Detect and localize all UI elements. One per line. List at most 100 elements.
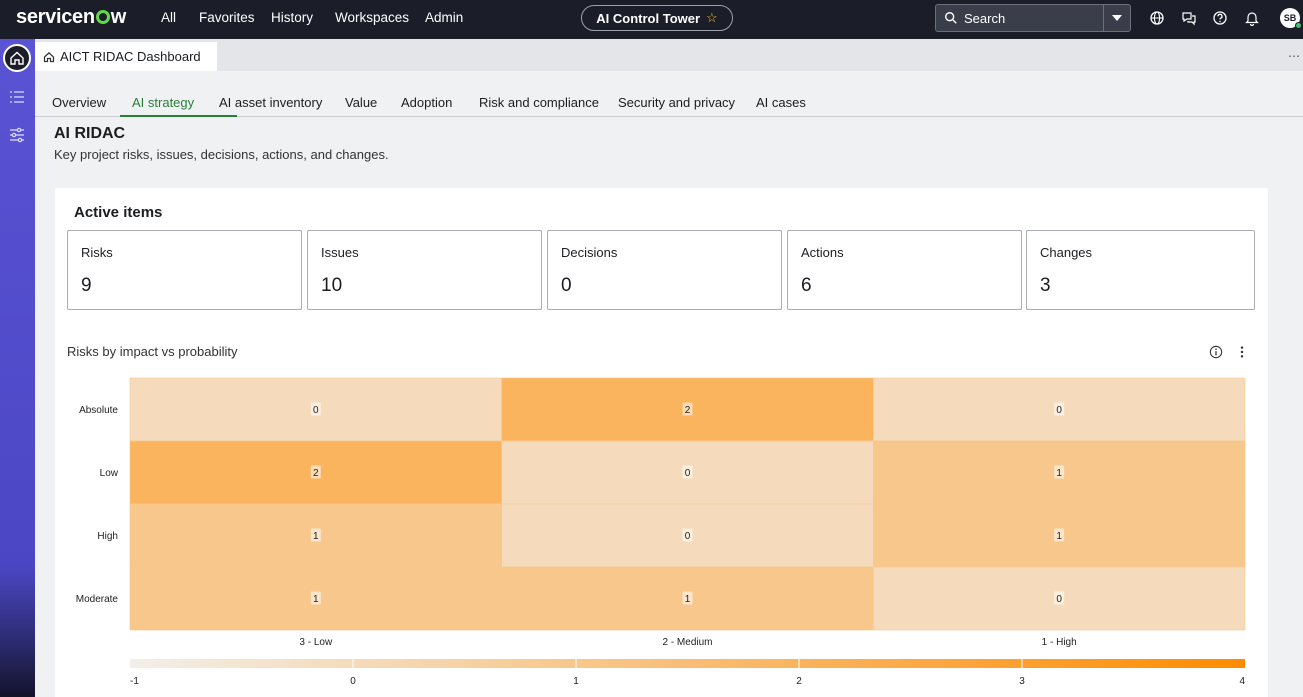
y-axis-tick-label: Low: [100, 468, 119, 479]
nav-history[interactable]: History: [271, 10, 314, 25]
color-scale-bar: [130, 659, 1245, 668]
kpi-label: Decisions: [561, 245, 618, 260]
color-scale-tick-label: 0: [350, 676, 356, 687]
globe-icon[interactable]: [1149, 10, 1165, 26]
tab-ai-asset-inventory[interactable]: AI asset inventory: [219, 95, 323, 110]
cell-value-label: 1: [1056, 531, 1062, 542]
active-tab-indicator: [120, 115, 237, 117]
cell-value-label: 0: [685, 531, 691, 542]
more-vertical-icon[interactable]: [1235, 345, 1249, 359]
info-icon[interactable]: [1209, 345, 1223, 359]
x-axis-tick-label: 1 - High: [1042, 637, 1077, 648]
more-options-icon[interactable]: ⋯: [1288, 49, 1301, 63]
workspace-pill[interactable]: AI Control Tower ☆: [581, 5, 733, 31]
tab-ai-cases[interactable]: AI cases: [756, 95, 806, 110]
color-scale-tick-label: 2: [796, 676, 802, 687]
cell-label-background: [1054, 528, 1065, 542]
risk-heatmap: 0 2 0 2 0 1 1 0 1 1 1 0 Absolute Low High Moderate 3 - L…: [76, 377, 1245, 687]
kpi-value: 6: [801, 275, 812, 296]
cell-value-label: 2: [313, 468, 319, 479]
user-avatar[interactable]: SB: [1280, 8, 1302, 29]
x-axis-tick-label: 2 - Medium: [662, 637, 712, 648]
color-scale-tick-label: 1: [573, 676, 579, 687]
doc-tab-label: AICT RIDAC Dashboard: [60, 49, 201, 64]
tab-value[interactable]: Value: [345, 95, 378, 110]
search-input[interactable]: Search: [964, 10, 1006, 26]
page-subtitle: Key project risks, issues, decisions, ac…: [54, 147, 389, 162]
caret-down-icon: [1112, 15, 1122, 21]
cell-value-label: 1: [313, 531, 319, 542]
cell-label-background: [1054, 402, 1065, 416]
kpi-label: Actions: [801, 245, 844, 260]
kpi-changes[interactable]: Changes 3: [1026, 230, 1255, 310]
doc-tab-aict-ridac-dashboard[interactable]: AICT RIDAC Dashboard: [35, 42, 217, 71]
color-scale-tick-label: 3: [1019, 676, 1025, 687]
cell-value-label: 1: [685, 594, 691, 605]
cell-label-background: [310, 528, 321, 542]
kpi-value: 9: [81, 275, 92, 296]
cell-value-label: 0: [313, 405, 319, 416]
active-items-title: Active items: [74, 204, 163, 221]
chart-title: Risks by impact vs probability: [67, 344, 238, 359]
logo-o-mark: [95, 10, 110, 24]
cell-value-label: 2: [685, 405, 691, 416]
cell-label-background: [1054, 465, 1065, 479]
nav-admin[interactable]: Admin: [425, 10, 464, 25]
logo-text-end: w: [110, 6, 127, 28]
color-scale-tick-label: 4: [1239, 676, 1245, 687]
top-navigation-bar: servicen w All Favorites History Workspac…: [0, 0, 1303, 39]
left-rail: [0, 39, 35, 697]
tab-ai-strategy[interactable]: AI strategy: [132, 95, 195, 110]
star-icon[interactable]: ☆: [706, 10, 718, 25]
y-axis-tick-label: Absolute: [79, 405, 118, 416]
online-status-dot: [1295, 22, 1302, 29]
workspace-pill-label: AI Control Tower: [596, 10, 701, 26]
chat-icon[interactable]: [1181, 10, 1197, 26]
kpi-value: 10: [321, 275, 343, 296]
nav-all[interactable]: All: [161, 10, 177, 25]
kpi-value: 3: [1040, 275, 1051, 296]
servicenow-logo[interactable]: servicen w: [16, 6, 126, 29]
bell-icon[interactable]: [1244, 10, 1260, 26]
avatar-initials: SB: [1283, 13, 1297, 23]
cell-value-label: 0: [1056, 594, 1062, 605]
page-tabs: Overview AI strategy AI asset inventory …: [35, 71, 1303, 117]
kpi-issues[interactable]: Issues 10: [307, 230, 542, 310]
tab-security-and-privacy[interactable]: Security and privacy: [618, 95, 736, 110]
search-box[interactable]: Search: [935, 4, 1131, 32]
cell-value-label: 1: [313, 594, 319, 605]
list-icon[interactable]: [9, 89, 25, 105]
cell-label-background: [682, 465, 693, 479]
tab-risk-and-compliance[interactable]: Risk and compliance: [479, 95, 599, 110]
y-axis-tick-label: Moderate: [76, 594, 119, 605]
logo-text: servicen: [16, 6, 95, 28]
kpi-risks[interactable]: Risks 9: [67, 230, 302, 310]
tab-overview[interactable]: Overview: [52, 95, 107, 110]
nav-workspaces[interactable]: Workspaces: [335, 10, 410, 25]
cell-label-background: [682, 528, 693, 542]
cell-label-background: [682, 591, 693, 605]
cell-label-background: [682, 402, 693, 416]
nav-favorites[interactable]: Favorites: [199, 10, 255, 25]
kpi-decisions[interactable]: Decisions 0: [547, 230, 782, 310]
tab-adoption[interactable]: Adoption: [401, 95, 453, 110]
home-icon: [10, 51, 24, 65]
kpi-label: Issues: [321, 245, 359, 260]
kpi-value: 0: [561, 275, 572, 296]
kpi-actions[interactable]: Actions 6: [787, 230, 1022, 310]
home-button[interactable]: [3, 44, 31, 72]
help-icon[interactable]: [1212, 10, 1228, 26]
cell-label-background: [1054, 591, 1065, 605]
document-tab-strip: AICT RIDAC Dashboard ⋯: [35, 39, 1303, 71]
kpi-label: Changes: [1040, 245, 1093, 260]
cell-label-background: [310, 465, 321, 479]
kpi-label: Risks: [81, 245, 113, 260]
color-scale-tick-label: -1: [130, 676, 139, 687]
cell-value-label: 0: [685, 468, 691, 479]
page-title: AI RIDAC: [54, 125, 126, 142]
search-scope-dropdown[interactable]: [1103, 5, 1130, 31]
filter-sliders-icon[interactable]: [9, 127, 25, 143]
home-icon: [43, 51, 55, 62]
search-icon: [945, 12, 957, 24]
cell-label-background: [310, 402, 321, 416]
